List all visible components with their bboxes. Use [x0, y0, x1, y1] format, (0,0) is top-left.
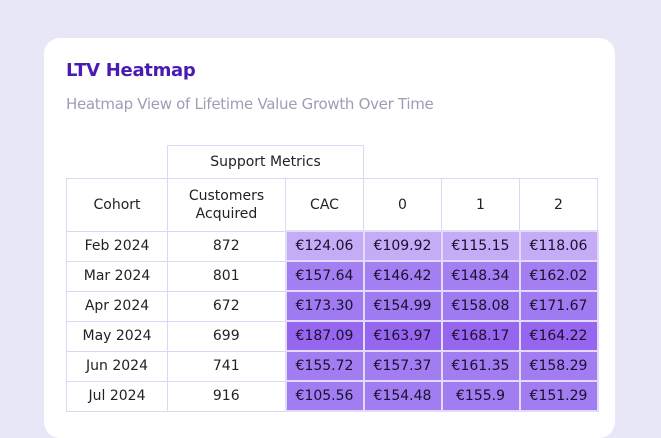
- cohort-cell: May 2024: [66, 320, 168, 352]
- table-row: Apr 2024 672 €173.30 €154.99 €158.08 €171.67: [66, 290, 599, 322]
- heat-cell: €146.42: [362, 260, 443, 292]
- table-row: Jun 2024 741 €155.72 €157.37 €161.35 €158.29: [66, 350, 599, 382]
- heat-cell: €173.30: [284, 290, 365, 322]
- column-header: 2: [519, 178, 598, 232]
- blank-header: [67, 146, 168, 179]
- heat-cell: €157.64: [284, 260, 365, 292]
- heat-cell: €162.02: [518, 260, 599, 292]
- heat-cell: €115.15: [440, 230, 521, 262]
- heatmap-card: LTV Heatmap Heatmap View of Lifetime Val…: [44, 38, 615, 438]
- customers-cell: 872: [167, 230, 286, 262]
- column-header: 0: [363, 178, 442, 232]
- cohort-cell: Apr 2024: [66, 290, 168, 322]
- heat-cell: €158.29: [518, 350, 599, 382]
- heat-cell: €157.37: [362, 350, 443, 382]
- heat-cell: €158.08: [440, 290, 521, 322]
- heat-cell: €155.9: [440, 380, 521, 412]
- customers-cell: 801: [167, 260, 286, 292]
- heat-cell: €164.22: [518, 320, 599, 352]
- heat-cell: €124.06: [284, 230, 365, 262]
- heat-cell: €154.48: [362, 380, 443, 412]
- cohort-cell: Feb 2024: [66, 230, 168, 262]
- customers-cell: 741: [167, 350, 286, 382]
- chart-title: LTV Heatmap: [66, 60, 196, 81]
- heat-cell: €154.99: [362, 290, 443, 322]
- blank-header: [364, 146, 598, 179]
- customers-cell: 672: [167, 290, 286, 322]
- column-header: Cohort: [66, 178, 168, 232]
- table-row: Feb 2024 872 €124.06 €109.92 €115.15 €118.06: [66, 230, 599, 262]
- cohort-cell: Jun 2024: [66, 350, 168, 382]
- customers-cell: 916: [167, 380, 286, 412]
- group-header-support-metrics: Support Metrics: [167, 145, 364, 179]
- heat-cell: €151.29: [518, 380, 599, 412]
- heat-cell: €109.92: [362, 230, 443, 262]
- column-header: CAC: [285, 178, 364, 232]
- heat-cell: €163.97: [362, 320, 443, 352]
- heatmap-table: Support Metrics Cohort Customers Acquire…: [66, 145, 599, 412]
- heat-cell: €171.67: [518, 290, 599, 322]
- heat-cell: €118.06: [518, 230, 599, 262]
- column-header: 1: [441, 178, 520, 232]
- heat-cell: €168.17: [440, 320, 521, 352]
- column-header: Customers Acquired: [167, 178, 286, 232]
- table-row: Mar 2024 801 €157.64 €146.42 €148.34 €162.02: [66, 260, 599, 292]
- column-header-label: Customers Acquired: [188, 187, 265, 222]
- heat-cell: €187.09: [284, 320, 365, 352]
- chart-subtitle: Heatmap View of Lifetime Value Growth Ov…: [66, 95, 434, 113]
- heat-cell: €105.56: [284, 380, 365, 412]
- cohort-cell: Mar 2024: [66, 260, 168, 292]
- table-row: May 2024 699 €187.09 €163.97 €168.17 €164.22: [66, 320, 599, 352]
- heat-cell: €148.34: [440, 260, 521, 292]
- cohort-cell: Jul 2024: [66, 380, 168, 412]
- customers-cell: 699: [167, 320, 286, 352]
- table-row: Jul 2024 916 €105.56 €154.48 €155.9 €151.29: [66, 380, 599, 412]
- heat-cell: €161.35: [440, 350, 521, 382]
- heat-cell: €155.72: [284, 350, 365, 382]
